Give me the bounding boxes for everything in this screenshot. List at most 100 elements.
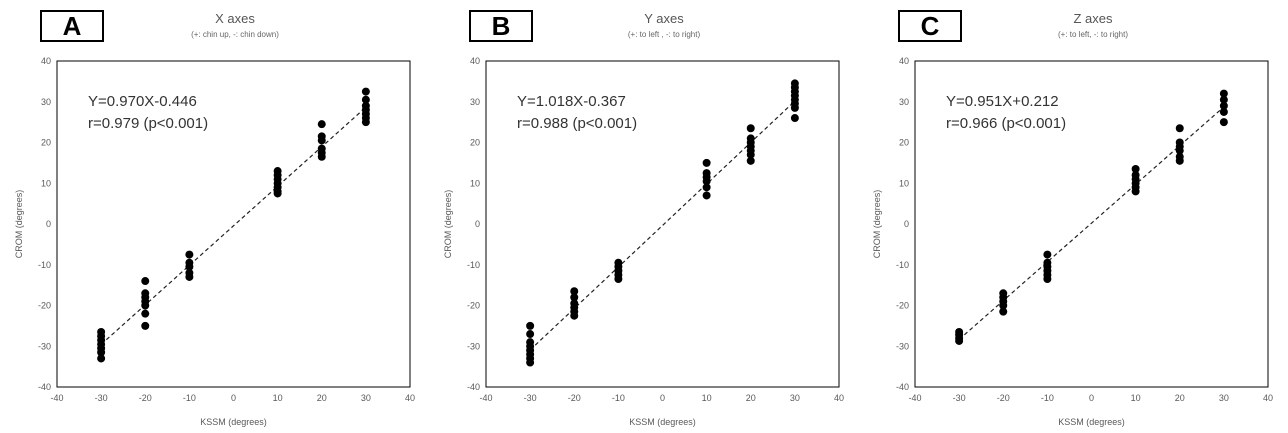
panel-label: C — [898, 10, 962, 42]
data-point — [570, 311, 579, 320]
y-tick-label: -10 — [467, 260, 480, 270]
x-tick-label: -40 — [50, 393, 63, 403]
y-tick-label: 0 — [475, 219, 480, 229]
y-tick-label: -30 — [467, 341, 480, 351]
x-tick-label: 40 — [1263, 393, 1273, 403]
scatter-plot: -40 -30 -20 -10 0 10 20 30 40 -40 -30 -20 -10 0 10 20 30… — [872, 56, 1273, 427]
x-tick-label: 20 — [317, 393, 327, 403]
data-point — [526, 358, 535, 367]
x-tick-label: 20 — [746, 393, 756, 403]
x-axis-label: KSSM (degrees) — [1058, 417, 1125, 427]
y-tick-label: -20 — [467, 301, 480, 311]
x-tick-label: 0 — [1089, 393, 1094, 403]
y-tick-label: 10 — [899, 178, 909, 188]
plot-frame — [485, 60, 840, 388]
plot-frame — [56, 60, 411, 388]
x-tick-label: 0 — [231, 393, 236, 403]
y-tick-label: -10 — [896, 260, 909, 270]
y-tick-label: 10 — [470, 178, 480, 188]
y-tick-label: 40 — [41, 56, 51, 66]
y-tick-label: -20 — [896, 301, 909, 311]
x-axis-label: KSSM (degrees) — [200, 417, 267, 427]
data-point — [746, 124, 755, 133]
data-point — [1131, 164, 1140, 173]
data-point — [317, 136, 326, 145]
x-tick-label: -20 — [997, 393, 1010, 403]
x-tick-label: -20 — [568, 393, 581, 403]
x-tick-label: 10 — [702, 393, 712, 403]
y-tick-label: -30 — [38, 341, 51, 351]
data-point — [185, 262, 194, 271]
data-point — [1219, 89, 1228, 98]
correlation-text: r=0.979 (p<0.001) — [88, 115, 208, 132]
data-point — [361, 95, 370, 104]
x-tick-label: -30 — [95, 393, 108, 403]
regression-equation: Y=1.018X-0.367 — [517, 93, 626, 110]
data-point — [702, 158, 711, 167]
x-tick-label: 30 — [790, 393, 800, 403]
x-tick-label: 20 — [1175, 393, 1185, 403]
data-point — [526, 330, 535, 339]
y-tick-label: 40 — [899, 56, 909, 66]
x-tick-label: 10 — [273, 393, 283, 403]
y-tick-label: -10 — [38, 260, 51, 270]
y-axis-label: CROM (degrees) — [443, 190, 453, 259]
x-tick-label: -30 — [524, 393, 537, 403]
x-tick-label: 30 — [1219, 393, 1229, 403]
panel-label: A — [40, 10, 104, 42]
data-point — [746, 156, 755, 165]
chart-subtitle: (+: to left , -: to right) — [627, 30, 701, 39]
chart-panel-c: C Z axes (+: to left, -: to right) -40 -3… — [858, 0, 1288, 433]
y-tick-label: 30 — [470, 97, 480, 107]
y-tick-label: -30 — [896, 341, 909, 351]
data-point — [1175, 156, 1184, 165]
y-axis-label: CROM (degrees) — [872, 190, 882, 259]
y-tick-label: 40 — [470, 56, 480, 66]
trend-line — [100, 106, 367, 345]
x-tick-label: -10 — [612, 393, 625, 403]
y-tick-label: 20 — [470, 138, 480, 148]
y-tick-label: -40 — [896, 382, 909, 392]
chart-panel-b: B Y axes (+: to left , -: to right) -40-… — [429, 0, 859, 433]
chart-title: Y axes — [644, 11, 684, 26]
data-point — [526, 321, 535, 330]
chart-title: Z axes — [1073, 11, 1113, 26]
chart-panel-a: A X axes (+: chin up, -: chin down) -40-… — [0, 0, 430, 433]
trend-line — [958, 106, 1225, 340]
data-point — [570, 293, 579, 302]
data-point — [746, 150, 755, 159]
data-point — [97, 348, 106, 357]
x-tick-label: -40 — [908, 393, 921, 403]
correlation-text: r=0.988 (p<0.001) — [517, 115, 637, 132]
data-point — [1175, 124, 1184, 133]
x-tick-label: -10 — [1041, 393, 1054, 403]
trend-line — [529, 100, 796, 351]
y-tick-label: 30 — [41, 97, 51, 107]
data-point — [702, 177, 711, 186]
x-tick-label: -20 — [139, 393, 152, 403]
y-tick-label: -40 — [38, 382, 51, 392]
y-tick-label: 0 — [904, 219, 909, 229]
x-tick-label: 40 — [405, 393, 415, 403]
data-point — [955, 336, 964, 345]
data-point — [185, 272, 194, 281]
scatter-plot: -40 -30 -20 -10 0 10 20 30 40 -40 -30 -20 -10 0 10 20 30… — [14, 56, 415, 427]
data-point — [141, 277, 150, 286]
correlation-text: r=0.966 (p<0.001) — [946, 115, 1066, 132]
x-tick-label: 30 — [361, 393, 371, 403]
data-point — [1219, 101, 1228, 110]
plot-frame — [914, 60, 1269, 388]
data-point — [1219, 118, 1228, 127]
chart-subtitle: (+: chin up, -: chin down) — [191, 30, 279, 39]
y-tick-label: -40 — [467, 382, 480, 392]
data-point — [614, 275, 623, 284]
data-point — [790, 103, 799, 112]
data-point — [317, 152, 326, 161]
regression-equation: Y=0.970X-0.446 — [88, 93, 197, 110]
y-axis-label: CROM (degrees) — [14, 190, 24, 259]
data-point — [141, 321, 150, 330]
data-point — [361, 118, 370, 127]
x-tick-label: 10 — [1131, 393, 1141, 403]
x-tick-label: -10 — [183, 393, 196, 403]
data-point — [1131, 187, 1140, 196]
